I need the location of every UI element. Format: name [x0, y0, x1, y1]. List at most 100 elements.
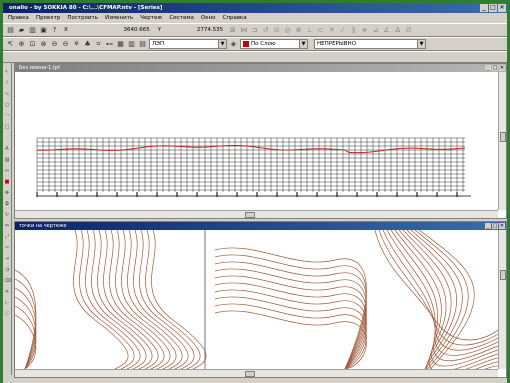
dimension-tool-icon[interactable]: ↔ — [4, 168, 10, 174]
contour-vscroll-thumb[interactable] — [500, 270, 506, 280]
zoom-previous-icon[interactable]: ⊖ — [51, 40, 58, 48]
snap-tangent-icon[interactable]: ⊂ — [317, 26, 324, 34]
contour-line — [15, 278, 37, 369]
point-tool-icon[interactable]: · — [6, 135, 8, 141]
profile-hscroll-thumb[interactable] — [245, 212, 255, 218]
snap-center-icon[interactable]: ⊙ — [273, 26, 280, 34]
zoom-extents-icon[interactable]: ⊗ — [40, 40, 47, 48]
snap-perpendicular-icon[interactable]: ⊥ — [306, 26, 313, 34]
offset-tool-icon[interactable]: ⇉ — [4, 267, 10, 273]
snap-intersection-icon[interactable]: ⊕ — [295, 26, 302, 34]
chevron-down-icon[interactable]: ▼ — [299, 40, 307, 48]
table-view-icon[interactable]: ▥ — [128, 40, 135, 48]
contour-line — [374, 230, 498, 341]
mirror-tool-icon[interactable]: ⇋ — [4, 223, 10, 229]
circle-tool-icon[interactable]: ○ — [4, 102, 10, 108]
contour-close-button[interactable]: ✕ — [499, 223, 505, 229]
zoom-in-icon[interactable]: ⊕ — [18, 40, 25, 48]
print-icon[interactable]: ▥ — [29, 26, 36, 34]
snap-point-icon[interactable]: ⋈ — [240, 26, 248, 34]
snap-nearest-icon[interactable]: ✕ — [328, 26, 335, 34]
pan-icon[interactable]: ↸ — [7, 40, 14, 48]
regen-icon[interactable]: ♣ — [84, 40, 91, 48]
select-tool-icon[interactable]: ↖ — [4, 69, 10, 75]
maximize-button[interactable]: □ — [489, 4, 497, 12]
contour-horizontal-scrollbar[interactable] — [15, 369, 498, 377]
contour-maximize-button[interactable]: □ — [492, 223, 498, 229]
snap-quadrant-icon[interactable]: ◎ — [284, 26, 291, 34]
text-tool-icon[interactable]: A — [5, 146, 9, 152]
rotate-tool-icon[interactable]: ↻ — [4, 212, 10, 218]
help-icon[interactable]: ? — [52, 26, 57, 34]
table-icon[interactable]: ▦ — [117, 40, 124, 48]
snap-line-icon[interactable]: ⁄ — [342, 26, 344, 34]
profile-drawing-canvas[interactable] — [15, 72, 498, 210]
color-select[interactable]: По Слою ▼ — [240, 39, 308, 49]
profile-vertical-scrollbar[interactable] — [498, 72, 506, 210]
snap-insert-icon[interactable]: ⊿ — [372, 26, 379, 34]
snap-mid-icon[interactable]: ↺ — [262, 26, 269, 34]
snap-parallel-icon[interactable]: ∥ — [351, 26, 356, 34]
polyline-tool-icon[interactable]: ∿ — [4, 91, 10, 97]
snap-angle-icon[interactable]: ∠ — [383, 26, 390, 34]
snap-node-icon[interactable]: ∗ — [361, 26, 368, 34]
menu-item-build[interactable]: Построить — [67, 15, 98, 21]
profile-minimize-button[interactable]: _ — [485, 65, 491, 71]
chevron-down-icon[interactable]: ▼ — [218, 40, 226, 48]
profile-window-titlebar[interactable]: Без имени-1.tpf _ □ ✕ — [15, 64, 506, 72]
menu-item-edit[interactable]: Правка — [8, 15, 29, 21]
menu-item-project[interactable]: Проектр — [35, 15, 61, 21]
info-tool-icon[interactable]: ⓘ — [4, 311, 10, 317]
layer-select[interactable]: ЛЭП ▼ — [149, 39, 227, 49]
list-view-icon[interactable]: ▤ — [139, 40, 146, 48]
contour-drawing-canvas[interactable] — [15, 230, 498, 369]
new-file-icon[interactable]: ▤ — [7, 26, 14, 34]
layer-properties-icon[interactable]: ◈ — [230, 40, 237, 48]
open-folder-icon[interactable]: ▰ — [18, 26, 25, 34]
snap-end-icon[interactable]: ⊐ — [251, 26, 258, 34]
fill-color-icon[interactable]: ■ — [4, 179, 10, 185]
profile-horizontal-scrollbar[interactable] — [15, 210, 498, 218]
zoom-out-icon[interactable]: ⊖ — [62, 40, 69, 48]
contour-minimize-button[interactable]: _ — [485, 223, 491, 229]
close-button[interactable]: ✕ — [498, 4, 506, 12]
erase-tool-icon[interactable]: ⌫ — [4, 278, 12, 284]
menu-item-system[interactable]: Система — [169, 15, 194, 21]
profile-maximize-button[interactable]: □ — [492, 65, 498, 71]
rectangle-tool-icon[interactable]: □ — [4, 124, 10, 130]
snap-apparent-icon[interactable]: ∆ — [395, 26, 400, 34]
contour-hscroll-thumb[interactable] — [245, 371, 255, 377]
copy-tool-icon[interactable]: ⧉ — [5, 201, 9, 207]
properties-icon[interactable]: ⊷ — [106, 40, 113, 48]
y-coordinate-value: 2774.535 — [196, 27, 224, 33]
hatch-tool-icon[interactable]: ▨ — [4, 157, 10, 163]
save-icon[interactable]: ▣ — [40, 26, 47, 34]
line-tool-icon[interactable]: ⁄ — [6, 80, 8, 86]
measure-tool-icon[interactable]: ⊢ — [4, 300, 10, 306]
contour-window-titlebar[interactable]: точки на чертеже _ □ ✕ — [15, 222, 506, 230]
layer-manager-icon[interactable]: ⌗ — [96, 39, 101, 48]
trim-tool-icon[interactable]: ✂ — [4, 245, 10, 251]
move-tool-icon[interactable]: ✥ — [4, 190, 10, 196]
linetype-select[interactable]: НЕПРЕРЫВНО ▼ — [314, 39, 426, 49]
zoom-window-icon[interactable]: ⊡ — [29, 40, 36, 48]
menu-item-window[interactable]: Окно — [200, 15, 216, 21]
profile-close-button[interactable]: ✕ — [499, 65, 505, 71]
menu-item-help[interactable]: Справка — [222, 15, 247, 21]
extend-tool-icon[interactable]: ⇥ — [4, 256, 10, 262]
chevron-down-icon[interactable]: ▼ — [417, 40, 425, 48]
arc-tool-icon[interactable]: ◠ — [4, 113, 10, 119]
snap-off-icon[interactable]: ∅ — [405, 26, 412, 34]
contour-vertical-scrollbar[interactable] — [498, 230, 506, 369]
contour-line — [109, 230, 165, 369]
menu-item-modify[interactable]: Изменить — [104, 15, 134, 21]
redraw-icon[interactable]: ⚘ — [73, 40, 80, 48]
profile-vscroll-thumb[interactable] — [500, 132, 506, 142]
scale-tool-icon[interactable]: ⤢ — [4, 234, 9, 240]
explode-tool-icon[interactable]: ✳ — [4, 289, 10, 295]
snap-grid-icon[interactable]: ⊠ — [229, 26, 236, 34]
contour-line — [73, 230, 129, 369]
layer-select-value: ЛЭП — [152, 41, 165, 47]
minimize-button[interactable]: _ — [480, 4, 488, 12]
menu-item-drawing[interactable]: Чертеж — [140, 15, 163, 21]
